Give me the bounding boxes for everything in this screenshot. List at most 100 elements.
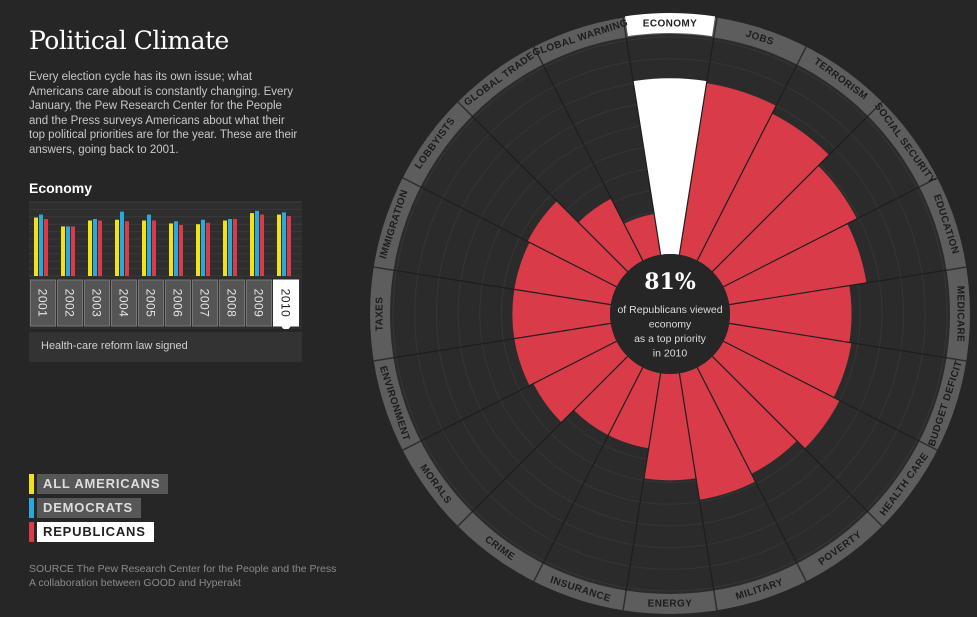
legend-item-republicans[interactable]: REPUBLICANS xyxy=(29,522,154,542)
legend-item-all-americans[interactable]: ALL AMERICANS xyxy=(29,474,169,494)
year-button-2008[interactable]: 2008 xyxy=(219,279,245,327)
ring-divider xyxy=(796,563,807,582)
year-button-2009[interactable]: 2009 xyxy=(246,279,272,327)
year-label: 2007 xyxy=(198,289,212,318)
center-value: 81% xyxy=(644,269,696,295)
intro-text: Every election cycle has its own issue; … xyxy=(29,71,298,156)
ring-divider xyxy=(867,101,883,117)
bar-terrorism[interactable] xyxy=(697,113,830,272)
category-tab-medicare[interactable]: MEDICARE xyxy=(955,286,966,343)
ring-divider xyxy=(622,17,627,38)
year-button-2003[interactable]: 2003 xyxy=(84,279,110,327)
bar-insurance[interactable] xyxy=(608,367,661,449)
bar-jobs[interactable] xyxy=(679,83,777,261)
year-label: 2003 xyxy=(90,289,104,318)
center-caption-line: of Republicans viewed xyxy=(617,304,722,316)
legend-label-all-americans: ALL AMERICANS xyxy=(37,474,169,494)
bar-global-warming[interactable] xyxy=(624,214,661,261)
year-bar xyxy=(255,210,259,276)
year-button-2010[interactable]: 2010 xyxy=(273,279,299,329)
year-label: 2004 xyxy=(117,289,131,318)
bar-health-care[interactable] xyxy=(712,341,840,449)
year-label: 2001 xyxy=(36,289,50,318)
sector-divider xyxy=(678,37,715,255)
sector-divider xyxy=(712,115,869,272)
ring-divider xyxy=(919,440,938,451)
legend-item-democrats[interactable]: DEMOCRATS xyxy=(29,498,142,518)
ring-divider xyxy=(622,590,627,611)
bar-environment[interactable] xyxy=(514,323,617,386)
all-americans-swatch xyxy=(29,474,34,494)
ring-divider xyxy=(457,511,473,527)
year-button-2004[interactable]: 2004 xyxy=(111,279,137,327)
year-button-background xyxy=(30,279,56,327)
ring-divider xyxy=(713,17,718,38)
center-caption-line: in 2010 xyxy=(653,348,688,360)
year-bar xyxy=(196,224,200,276)
year-button-2007[interactable]: 2007 xyxy=(192,279,218,327)
ring-divider xyxy=(373,266,394,271)
bar-global-trade[interactable] xyxy=(578,198,643,272)
ring-divider xyxy=(946,357,967,362)
year-button-background xyxy=(165,279,191,327)
ring-divider xyxy=(402,440,421,451)
ring-divider xyxy=(946,266,967,271)
year-label: 2005 xyxy=(144,289,158,318)
category-tab-energy[interactable]: ENERGY xyxy=(648,599,693,610)
year-label: 2009 xyxy=(252,289,266,318)
year-bar-chart: 2001 2002 2003 2004 2005 2006 2007 2008 2009 2010 xyxy=(29,201,302,329)
bar-economy[interactable] xyxy=(633,78,707,255)
bar-budget-deficit[interactable] xyxy=(723,323,852,398)
sector-divider xyxy=(542,64,644,261)
year-bar xyxy=(34,217,38,276)
bar-social-security[interactable] xyxy=(712,165,857,287)
sector-divider xyxy=(723,186,920,288)
sector-divider xyxy=(729,322,947,359)
year-bar xyxy=(169,223,173,276)
democrats-swatch xyxy=(29,498,34,518)
page-title: Political Climate xyxy=(29,26,229,55)
sector-divider xyxy=(625,37,662,255)
sector-divider xyxy=(420,186,617,288)
selected-year-pointer xyxy=(281,326,291,329)
republicans-swatch xyxy=(29,522,34,542)
year-bar xyxy=(71,226,75,276)
bar-immigration[interactable] xyxy=(514,242,617,305)
center-caption-line: as a top priority xyxy=(634,333,707,345)
ring-divider xyxy=(919,177,938,188)
legend-label-republicans: REPUBLICANS xyxy=(37,522,154,542)
category-tab-economy[interactable]: ECONOMY xyxy=(624,13,716,37)
sector-divider xyxy=(471,115,628,272)
dial-gridline xyxy=(414,58,926,570)
year-button-background xyxy=(273,279,299,327)
category-label: TAXES xyxy=(375,297,386,332)
category-tab-taxes[interactable]: TAXES xyxy=(375,297,386,332)
bar-military[interactable] xyxy=(679,367,756,500)
year-button-background xyxy=(57,279,83,327)
bar-education[interactable] xyxy=(723,223,867,305)
year-label: 2010 xyxy=(279,289,293,318)
year-label: 2008 xyxy=(225,289,239,318)
bar-lobbyists[interactable] xyxy=(527,200,628,287)
sector-divider xyxy=(712,356,869,513)
year-button-2006[interactable]: 2006 xyxy=(165,279,191,327)
year-bar xyxy=(174,221,178,276)
year-bar xyxy=(120,211,124,276)
year-bar xyxy=(44,219,48,276)
year-bar xyxy=(277,214,281,276)
source-line: SOURCE The Pew Research Center for the P… xyxy=(29,563,337,575)
year-label: 2006 xyxy=(171,289,185,318)
year-button-2001[interactable]: 2001 xyxy=(30,279,56,327)
year-button-2005[interactable]: 2005 xyxy=(138,279,164,327)
ring-divider xyxy=(373,357,394,362)
bar-energy[interactable] xyxy=(643,373,697,481)
bar-morals[interactable] xyxy=(533,341,628,423)
year-button-2002[interactable]: 2002 xyxy=(57,279,83,327)
bar-crime[interactable] xyxy=(573,356,643,436)
bar-poverty[interactable] xyxy=(697,356,797,474)
bar-taxes[interactable] xyxy=(512,289,611,339)
year-button-background xyxy=(84,279,110,327)
sector-divider xyxy=(723,340,920,442)
year-bar xyxy=(66,226,70,276)
